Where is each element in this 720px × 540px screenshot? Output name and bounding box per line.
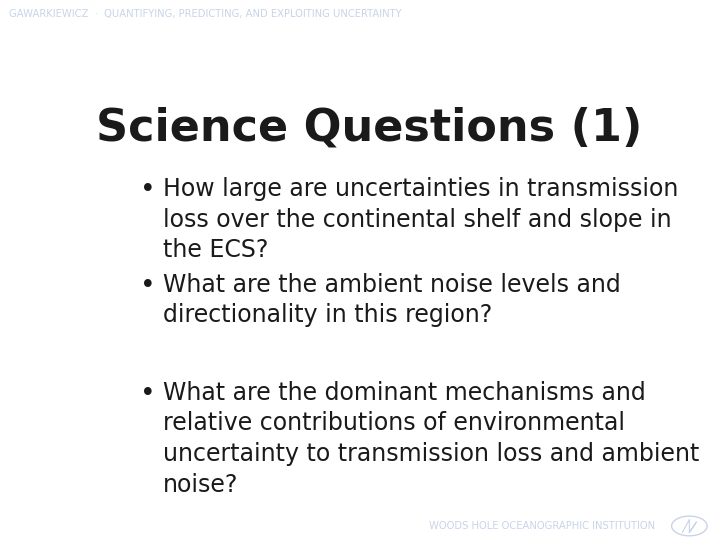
Text: •: • [140, 177, 156, 203]
Text: Science Questions (1): Science Questions (1) [96, 106, 642, 150]
Text: How large are uncertainties in transmission
loss over the continental shelf and : How large are uncertainties in transmiss… [163, 177, 678, 262]
Text: What are the dominant mechanisms and
relative contributions of environmental
unc: What are the dominant mechanisms and rel… [163, 381, 699, 497]
Text: WOODS HOLE OCEANOGRAPHIC INSTITUTION: WOODS HOLE OCEANOGRAPHIC INSTITUTION [429, 521, 655, 531]
Text: What are the ambient noise levels and
directionality in this region?: What are the ambient noise levels and di… [163, 273, 621, 327]
Text: GAWARKIEWICZ  ·  QUANTIFYING, PREDICTING, AND EXPLOITING UNCERTAINTY: GAWARKIEWICZ · QUANTIFYING, PREDICTING, … [9, 9, 401, 19]
Text: •: • [140, 273, 156, 299]
Text: •: • [140, 381, 156, 407]
